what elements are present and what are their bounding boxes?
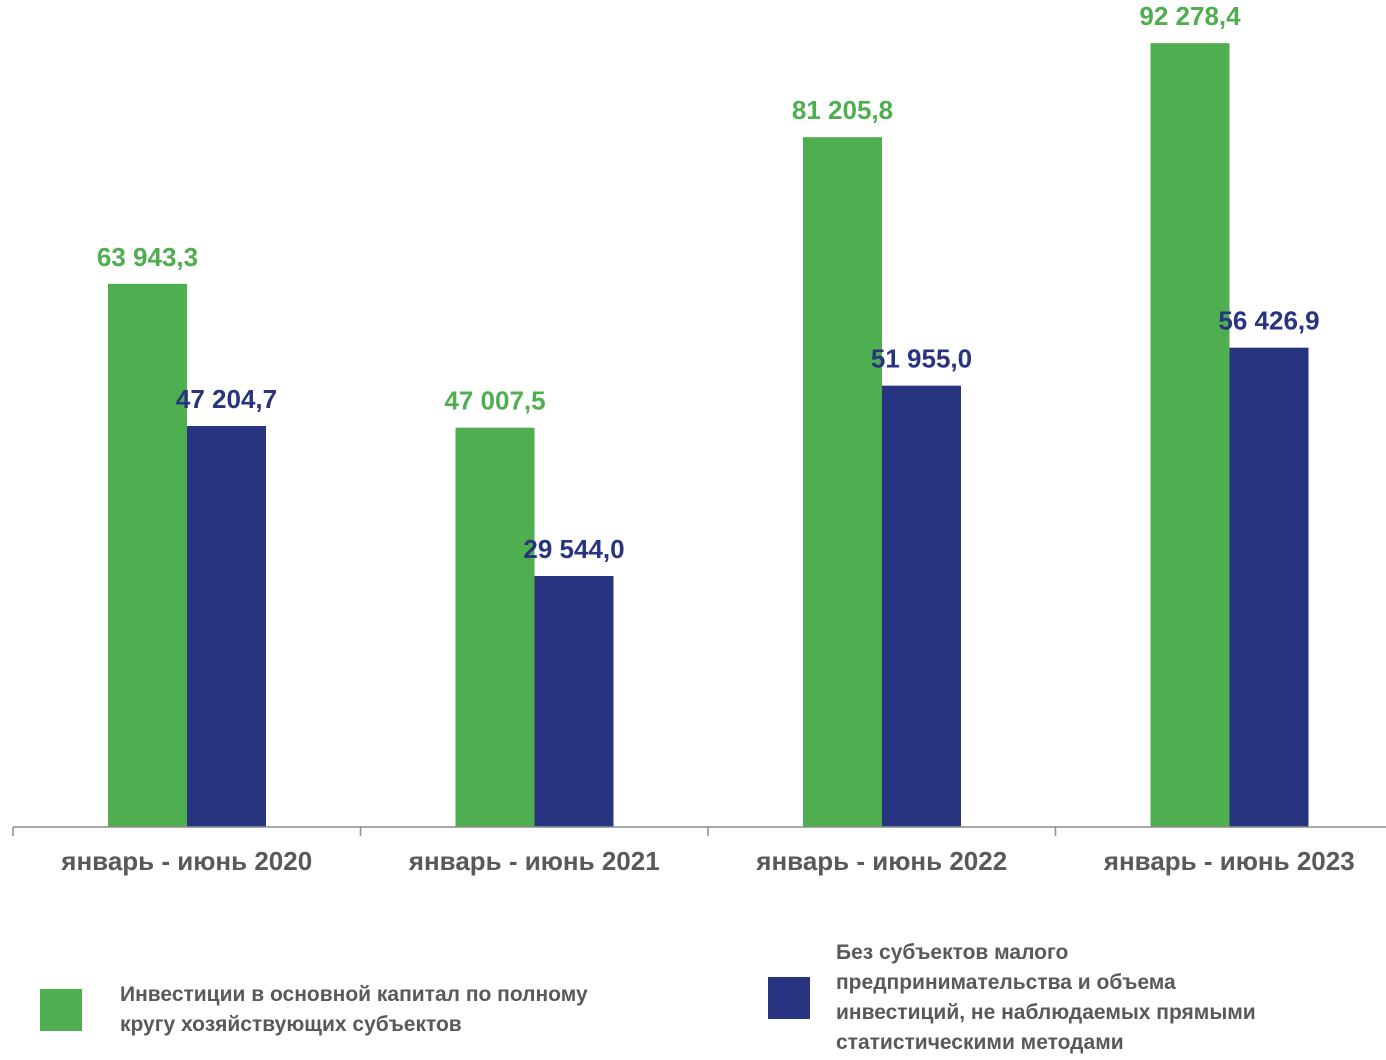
bar-s1-c4 xyxy=(1150,43,1230,828)
bar-s2-c1 xyxy=(187,426,266,827)
legend-label-excluded: Без субъектов малого предпринимательства… xyxy=(836,941,1256,1054)
data-label-s1-c2: 47 007,5 xyxy=(444,386,545,416)
bar-s2-c2 xyxy=(534,576,614,827)
bar-s1-c3 xyxy=(803,137,882,827)
x-axis xyxy=(12,826,1386,836)
x-tick-label-4: январь - июнь 2023 xyxy=(1103,846,1355,876)
bars-group xyxy=(108,43,1309,828)
bar-s2-c4 xyxy=(1229,347,1309,827)
legend-item-total: Инвестиции в основной капитал по полному… xyxy=(40,980,588,1040)
x-tick-label-2: январь - июнь 2021 xyxy=(408,846,660,876)
data-label-s2-c1: 47 204,7 xyxy=(176,384,277,414)
data-label-s1-c4: 92 278,4 xyxy=(1139,1,1241,31)
x-tick-label-1: январь - июнь 2020 xyxy=(60,846,312,876)
legend-label-total: Инвестиции в основной капитал по полному… xyxy=(120,983,588,1036)
data-label-s2-c3: 51 955,0 xyxy=(871,344,972,374)
bar-s2-c3 xyxy=(882,385,961,827)
data-label-s2-c4: 56 426,9 xyxy=(1218,306,1319,336)
x-tick-label-3: январь - июнь 2022 xyxy=(755,846,1007,876)
legend-swatch-blue xyxy=(768,977,810,1019)
data-label-s1-c3: 81 205,8 xyxy=(792,95,893,125)
data-label-s2-c2: 29 544,0 xyxy=(523,534,624,564)
legend-swatch-green xyxy=(40,989,82,1031)
bar-s1-c2 xyxy=(455,427,535,827)
data-label-s1-c1: 63 943,3 xyxy=(97,242,198,272)
bar-chart: 63 943,3 47 204,7 47 007,5 29 544,0 81 205,8… xyxy=(12,1,1386,876)
category-labels-group: январь - июнь 2020 январь - июнь 2021 янва… xyxy=(60,846,1354,876)
bar-s1-c1 xyxy=(108,283,187,827)
value-labels-group: 63 943,3 47 204,7 47 007,5 29 544,0 81 205,8… xyxy=(97,1,1320,564)
legend-item-excluded: Без субъектов малого предпринимательства… xyxy=(768,938,1256,1058)
